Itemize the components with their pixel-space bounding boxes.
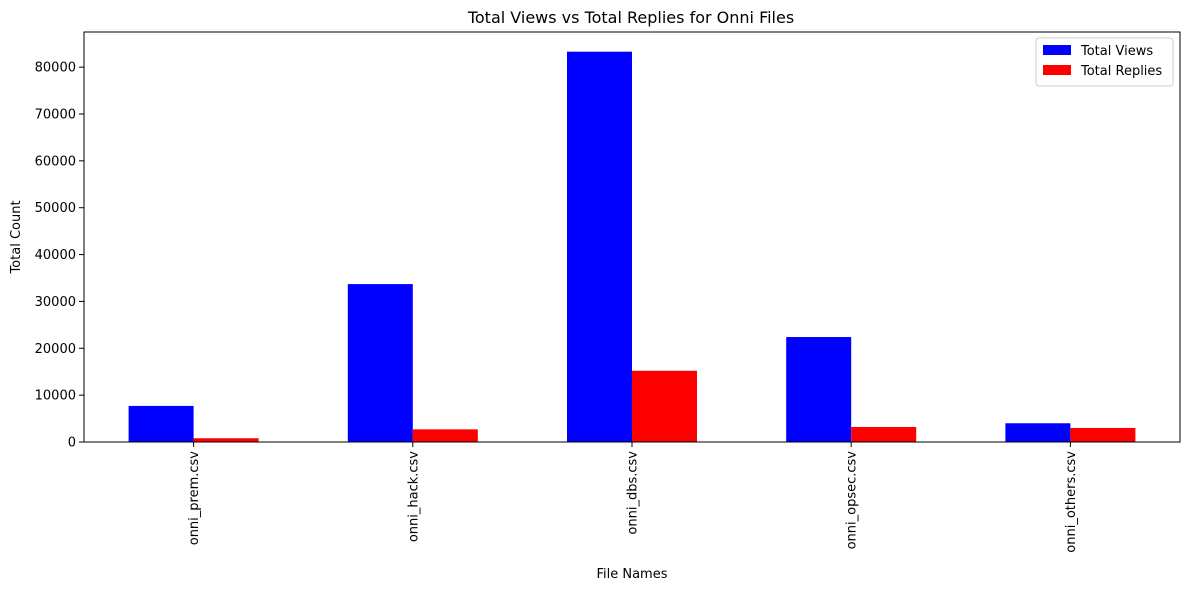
bar-total-replies-3 [851, 427, 917, 442]
bars-layer [128, 51, 1136, 443]
x-tick-label: onni_dbs.csv [626, 451, 641, 535]
x-tick-label: onni_prem.csv [187, 451, 202, 546]
y-tick-label: 70000 [35, 108, 76, 123]
y-axis-label: Total Count [9, 200, 24, 274]
bar-total-views-1 [347, 284, 413, 442]
y-tick-label: 20000 [35, 342, 76, 357]
y-tick-label: 30000 [35, 295, 76, 310]
chart-title: Total Views vs Total Replies for Onni Fi… [467, 8, 794, 27]
legend-label: Total Views [1080, 44, 1153, 59]
y-tick-label: 60000 [35, 154, 76, 169]
x-tick-label: onni_hack.csv [406, 451, 421, 542]
bar-total-views-4 [1005, 423, 1071, 442]
bar-total-views-0 [128, 405, 194, 442]
legend: Total Views Total Replies [1035, 37, 1174, 87]
x-axis-label: File Names [596, 567, 667, 582]
y-tick-label: 0 [68, 436, 76, 451]
y-tick-label: 80000 [35, 61, 76, 76]
x-axis: onni_prem.csv onni_hack.csv onni_dbs.csv on… [187, 442, 1079, 553]
bar-total-replies-0 [193, 438, 259, 442]
legend-swatch [1043, 45, 1071, 55]
y-tick-label: 40000 [35, 248, 76, 263]
x-tick-label: onni_opsec.csv [845, 451, 860, 550]
plot-frame [83, 31, 1181, 443]
y-tick-label: 50000 [35, 201, 76, 216]
legend-label: Total Replies [1080, 64, 1162, 79]
bar-total-replies-1 [412, 429, 478, 442]
bar-total-views-2 [567, 51, 632, 443]
bar-total-replies-2 [632, 370, 697, 442]
bar-total-views-3 [786, 337, 852, 442]
y-axis: 0 10000 20000 30000 40000 50000 60000 70000 8000… [35, 61, 84, 451]
bar-total-replies-4 [1070, 427, 1136, 442]
y-tick-label: 10000 [35, 389, 76, 404]
legend-swatch [1043, 65, 1071, 75]
x-tick-label: onni_others.csv [1064, 451, 1079, 553]
